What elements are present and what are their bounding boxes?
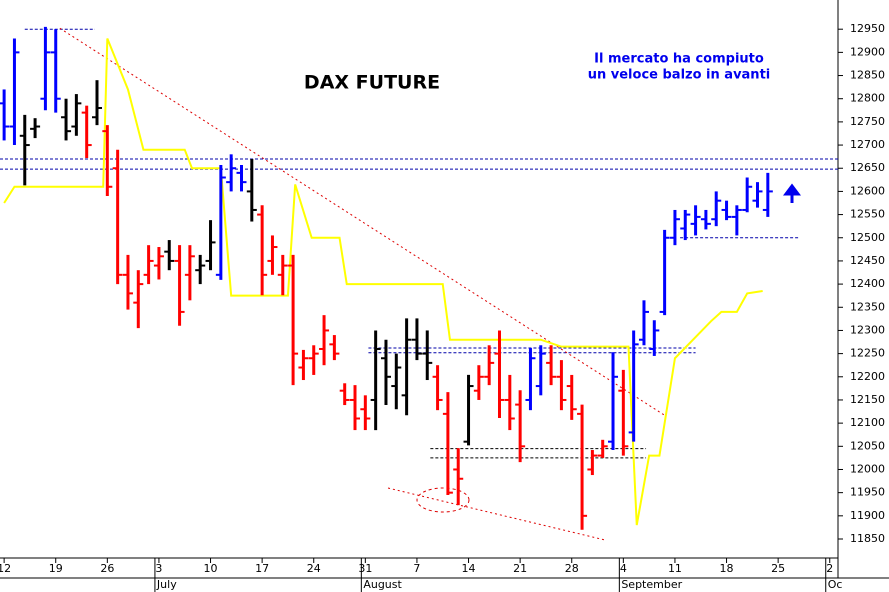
- month-label: Oc: [828, 578, 843, 591]
- up-arrow: [783, 183, 801, 203]
- x-tick-label: 14: [462, 562, 476, 575]
- month-label: August: [363, 578, 402, 591]
- x-tick-label: 28: [565, 562, 579, 575]
- y-tick-label: 12350: [850, 300, 885, 313]
- month-label: September: [621, 578, 682, 591]
- chart-title: DAX FUTURE: [304, 72, 440, 94]
- x-tick-label: 25: [771, 562, 785, 575]
- x-tick-label: 24: [307, 562, 321, 575]
- y-tick-label: 12250: [850, 347, 885, 360]
- x-tick-label: 10: [204, 562, 218, 575]
- y-tick-label: 12200: [850, 370, 885, 383]
- y-tick-label: 12750: [850, 115, 885, 128]
- y-tick-label: 12600: [850, 184, 885, 197]
- x-tick-label: 3: [155, 562, 162, 575]
- y-tick-label: 12450: [850, 254, 885, 267]
- y-tick-label: 12400: [850, 277, 885, 290]
- indicator-line: [3, 38, 763, 526]
- x-tick-label: 11: [668, 562, 682, 575]
- x-tick-label: 12: [0, 562, 11, 575]
- x-tick-label: 26: [100, 562, 114, 575]
- x-tick-label: 7: [413, 562, 420, 575]
- x-tick-label: 4: [620, 562, 627, 575]
- y-tick-label: 12150: [850, 393, 885, 406]
- y-tick-label: 12950: [850, 22, 885, 35]
- y-tick-label: 11950: [850, 486, 885, 499]
- y-tick-label: 12500: [850, 231, 885, 244]
- x-tick-label: 18: [720, 562, 734, 575]
- x-tick-label: 31: [358, 562, 372, 575]
- y-tick-label: 12900: [850, 45, 885, 58]
- note: Il mercato ha compiuto: [594, 52, 764, 67]
- x-tick-label: 21: [513, 562, 527, 575]
- y-tick-label: 12800: [850, 92, 885, 105]
- y-tick-label: 12050: [850, 439, 885, 452]
- y-tick-label: 12100: [850, 416, 885, 429]
- y-tick-label: 12300: [850, 323, 885, 336]
- highlight-ellipse: [416, 487, 470, 513]
- month-label: July: [156, 578, 177, 591]
- x-tick-label: 19: [49, 562, 63, 575]
- y-tick-label: 11850: [850, 532, 885, 545]
- trend-line: [387, 487, 605, 541]
- note: un veloce balzo in avanti: [588, 68, 771, 83]
- x-tick-label: 2: [826, 562, 833, 575]
- y-tick-label: 12550: [850, 208, 885, 221]
- y-tick-label: 12850: [850, 69, 885, 82]
- y-tick-label: 12000: [850, 462, 885, 475]
- y-tick-label: 12700: [850, 138, 885, 151]
- y-tick-label: 11900: [850, 509, 885, 522]
- x-tick-label: 17: [255, 562, 269, 575]
- y-tick-label: 12650: [850, 161, 885, 174]
